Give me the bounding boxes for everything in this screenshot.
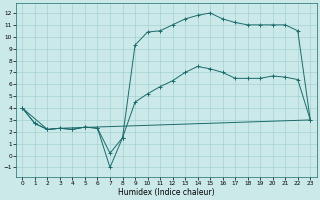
X-axis label: Humidex (Indice chaleur): Humidex (Indice chaleur) [118,188,215,197]
